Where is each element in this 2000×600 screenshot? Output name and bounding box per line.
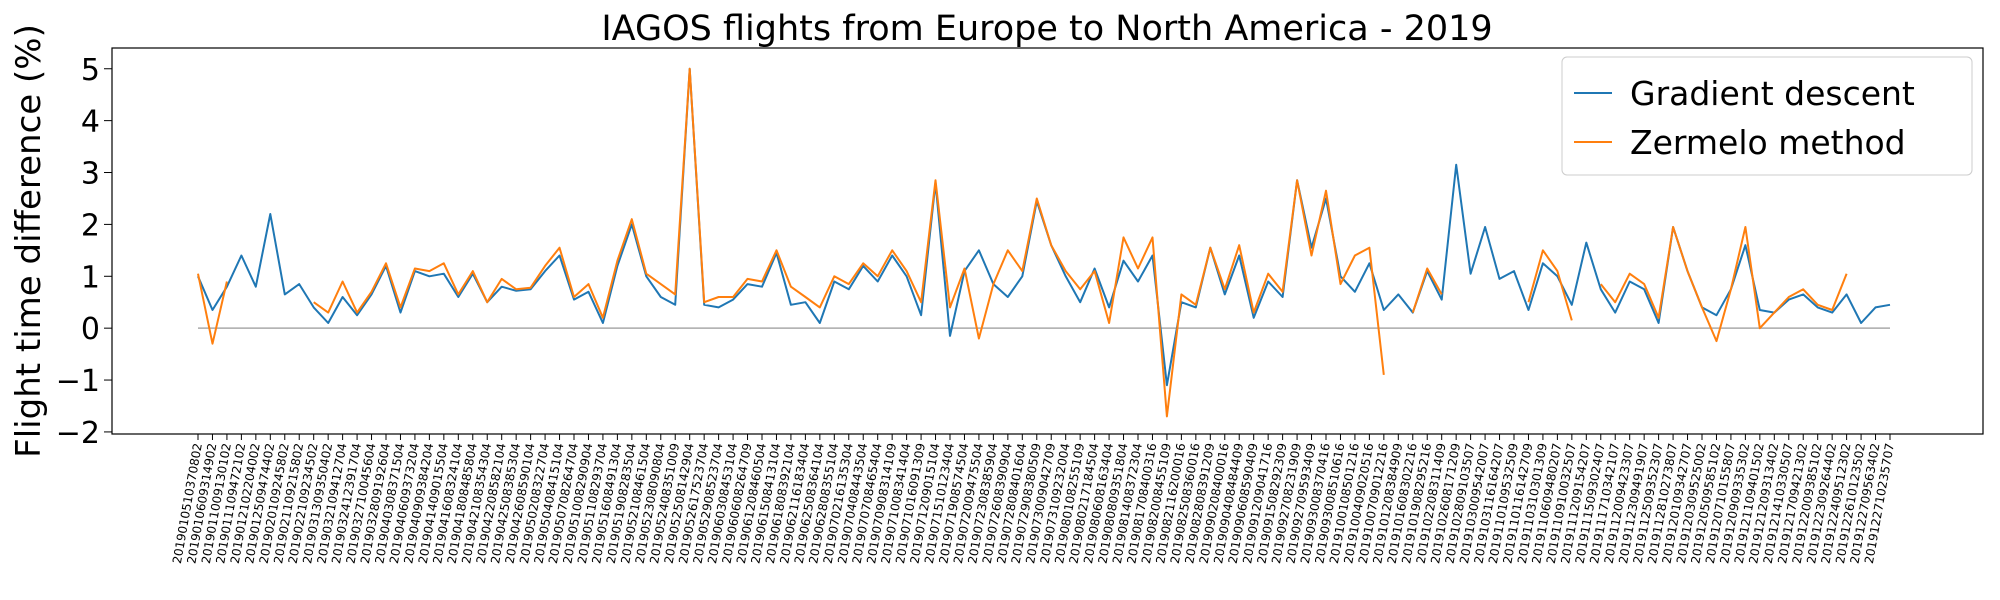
series-line	[197, 67, 1848, 418]
y-tick-label: 1	[81, 260, 100, 295]
y-tick-label: 3	[81, 157, 100, 192]
y-tick-label: −2	[56, 416, 100, 451]
chart-title: IAGOS flights from Europe to North Ameri…	[601, 9, 1492, 49]
y-tick-label: 0	[81, 312, 100, 347]
y-tick-label: 5	[81, 53, 100, 88]
plot-frame	[111, 47, 1984, 435]
y-tick-label: 2	[81, 208, 100, 243]
legend-label: Zermelo method	[1630, 123, 1906, 162]
y-tick-label: −1	[56, 364, 100, 399]
y-axis-label: Flight time difference (%)	[9, 24, 49, 458]
legend-label: Gradient descent	[1630, 74, 1915, 113]
y-tick-label: 4	[81, 105, 100, 140]
legend-box	[1561, 56, 1973, 176]
